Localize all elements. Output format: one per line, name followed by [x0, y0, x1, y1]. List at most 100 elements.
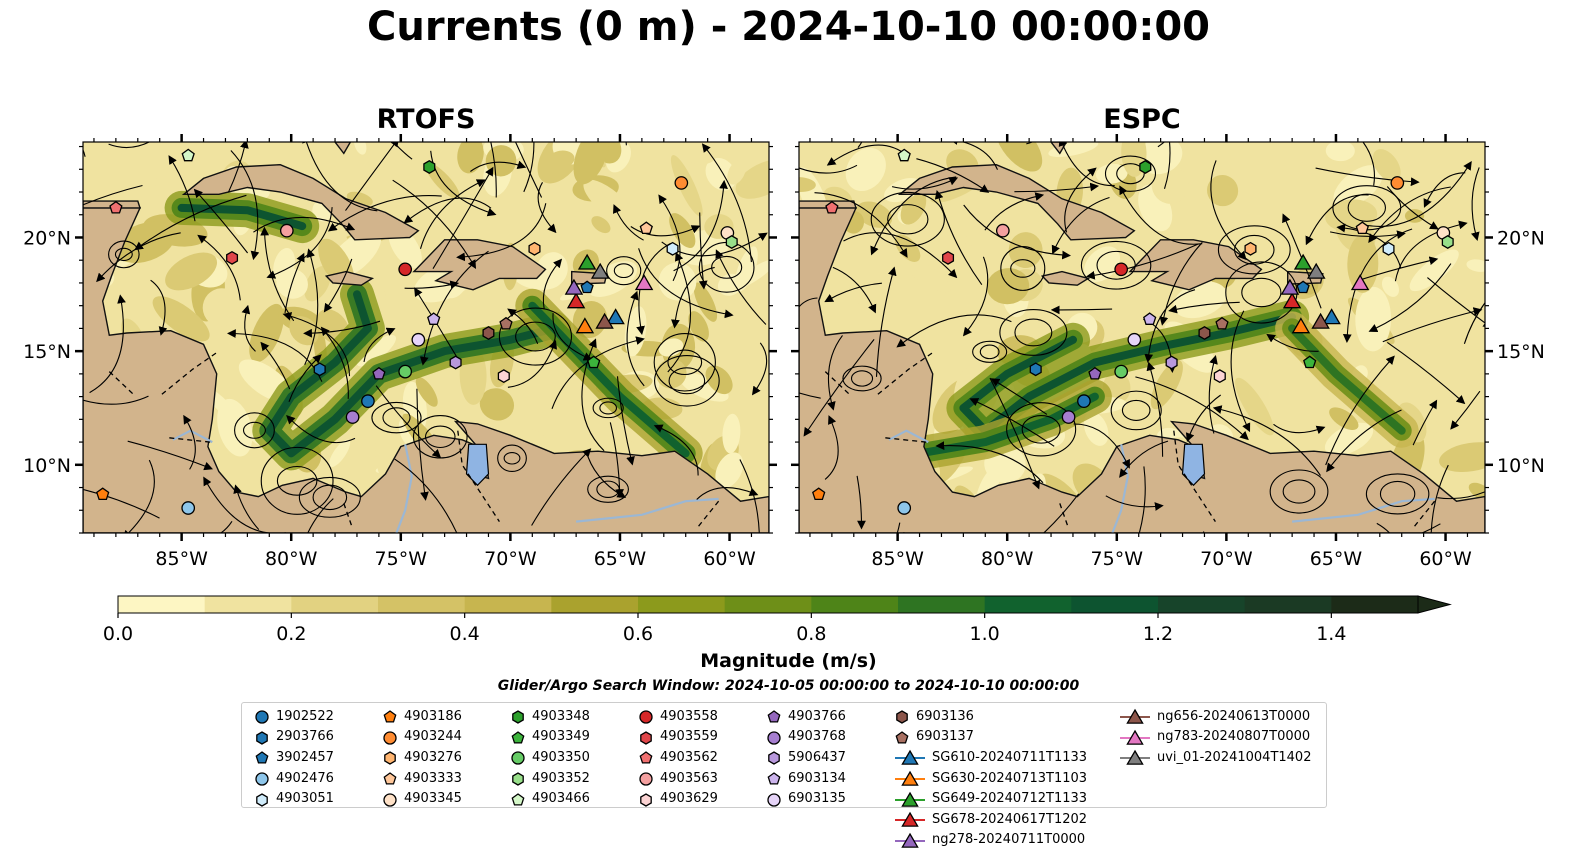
- legend-column: 6903136 6903137 SG610-20240711T1133 SG630-2…: [894, 706, 1087, 850]
- figure-canvas: 85°W 80°W 75°W 70°W 65°W 60°W10°N15°N20°N85°W…: [23, 134, 1545, 645]
- land-central-south-america: [799, 207, 1485, 533]
- lon-tick-label: 75°W: [1091, 548, 1144, 570]
- colorbar-frame: [117, 595, 1419, 614]
- legend-item: 4903186: [382, 706, 462, 727]
- legend-column: 4903186 4903244 4903276 4903333 4903345: [382, 706, 462, 809]
- obs-marker-4903276: [1244, 241, 1257, 256]
- legend-label: 4903244: [404, 729, 462, 745]
- eddie-streamline: [114, 247, 133, 262]
- river: [172, 429, 213, 444]
- legend-label: ng656-20240613T0000: [1157, 708, 1311, 724]
- colorbar-segment: [118, 596, 206, 613]
- obs-marker-sg678-20240617t1202: [566, 292, 586, 309]
- eddie-streamline: [1234, 234, 1275, 265]
- obs-marker-ng278-20240711t0000: [1280, 278, 1300, 295]
- eddie-streamline: [1269, 469, 1329, 514]
- eddie-streamline: [654, 354, 720, 407]
- colorbar-segment: [898, 596, 986, 613]
- legend-label: 4903186: [404, 708, 462, 724]
- legend-marker-4903276: [384, 751, 396, 766]
- lake-maracaibo: [1181, 443, 1206, 487]
- eddie-streamline: [979, 344, 1000, 360]
- obs-marker-4903563: [995, 223, 1010, 238]
- legend-marker-ng783-20240807t0000: [1126, 729, 1144, 745]
- eddie-streamline: [850, 370, 874, 387]
- legend-marker-6903134: [767, 772, 781, 785]
- eddie-streamline: [312, 484, 348, 511]
- colorbar-segment: [291, 596, 379, 613]
- colorbar-segment: [811, 596, 899, 613]
- legend-item: 4903352: [510, 768, 590, 789]
- legend-item: 4903766: [766, 706, 846, 727]
- lon-tick-label: 60°W: [1419, 548, 1472, 570]
- obs-marker-4903352: [1441, 235, 1454, 249]
- colorbar-segment: [1331, 596, 1419, 613]
- legend-label: 4903352: [532, 770, 590, 786]
- obs-marker-4903768: [345, 410, 360, 424]
- legend-item: 4903558: [638, 706, 718, 727]
- colorbar-segment: [551, 596, 639, 613]
- eddie-streamline: [1021, 414, 1061, 444]
- obs-marker-4903352: [725, 235, 738, 249]
- legend-label: 4903051: [276, 791, 334, 807]
- legend-item: 4903349: [510, 727, 590, 748]
- legend-marker-sg649-20240712t1133: [901, 791, 919, 807]
- obs-marker-4903562: [825, 200, 839, 214]
- country-border: [882, 436, 927, 443]
- legend-item: 4903333: [382, 768, 462, 789]
- legend-item: SG630-20240713T1103: [894, 768, 1087, 789]
- eddie-streamline: [234, 412, 275, 449]
- legend-label: 3902457: [276, 749, 334, 765]
- legend-item: 6903134: [766, 768, 846, 789]
- current-jet: [515, 288, 703, 471]
- obs-marker-5906437: [1165, 355, 1178, 370]
- map-frame: [798, 141, 1486, 534]
- eddie-streamline: [887, 204, 929, 235]
- obs-marker-sg610-20240711t1133: [1322, 308, 1341, 325]
- lon-tick-label: 60°W: [703, 548, 756, 570]
- eddie-streamline: [1096, 250, 1136, 280]
- obs-marker-6903137: [1215, 316, 1229, 330]
- land: [799, 142, 1485, 533]
- legend-marker-3902457: [255, 751, 269, 765]
- legend-marker-1902522: [255, 710, 269, 724]
- legend-label: 4903350: [532, 749, 590, 765]
- colorbar-tick-label: 1.0: [970, 623, 1000, 645]
- eddie-streamline: [382, 407, 411, 429]
- obs-marker-2903766: [313, 362, 326, 377]
- eddie-streamline: [1110, 390, 1162, 431]
- colorbar-extend-arrow: [1417, 595, 1452, 614]
- obs-marker-3902457: [1296, 280, 1310, 294]
- legend-label: ng278-20240711T0000: [932, 832, 1086, 848]
- obs-marker-4903333: [639, 221, 653, 235]
- eddie-streamline: [515, 321, 556, 352]
- lon-tick-label: 65°W: [594, 548, 647, 570]
- legend-marker-6903135: [767, 793, 781, 807]
- obs-marker-ng278-20240711t0000: [564, 278, 584, 295]
- legend-label: 2903766: [276, 729, 334, 745]
- obs-marker-4903186: [96, 487, 110, 501]
- eddie-streamline: [1241, 277, 1282, 308]
- legend-item: 4903768: [766, 727, 846, 748]
- legend-item: 6903135: [766, 788, 846, 809]
- obs-marker-6903134: [1143, 312, 1157, 325]
- obs-marker-ng656-20240613t0000: [595, 312, 614, 329]
- legend-label: 4903766: [788, 708, 846, 724]
- legend-column: 1902522 2903766 3902457 4902476 4903051: [254, 706, 334, 809]
- obs-marker-4903563: [279, 223, 294, 238]
- country-border: [824, 371, 850, 395]
- country-border: [1412, 500, 1436, 529]
- eddie-streamline: [412, 415, 468, 459]
- eddie-streamline: [667, 349, 703, 376]
- legend-label: 6903135: [788, 791, 846, 807]
- legend-item: 1902522: [254, 706, 334, 727]
- legend-marker-4903244: [383, 731, 397, 745]
- legend-marker-4903562: [639, 751, 653, 765]
- legend-item: 4903559: [638, 727, 718, 748]
- eddie-streamline: [999, 309, 1068, 356]
- legend-item: SG610-20240711T1133: [894, 747, 1087, 768]
- colorbar-tick-label: 1.4: [1316, 623, 1346, 645]
- obs-marker-4903349: [1303, 355, 1317, 369]
- legend-item: 5906437: [766, 747, 846, 768]
- legend-marker-4903766: [767, 710, 781, 723]
